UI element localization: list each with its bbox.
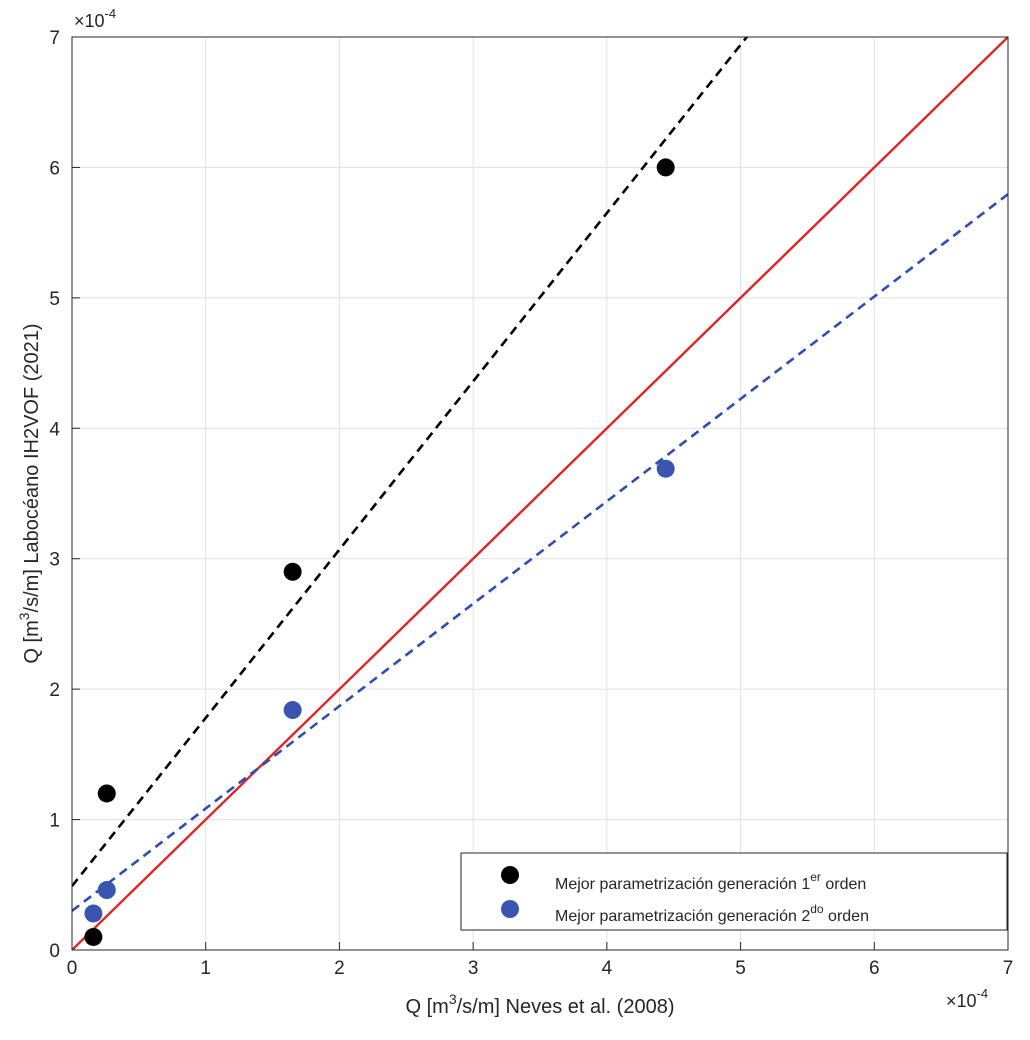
data-point-series-2 (656, 459, 675, 478)
data-point-series-2 (97, 881, 116, 900)
x-tick-label: 4 (602, 958, 613, 979)
x-tick-label: 2 (334, 958, 345, 979)
legend-label-1st-order: Mejor parametrización generación 1er ord… (555, 870, 866, 893)
data-point-series-2 (283, 701, 302, 720)
y-tick-label: 5 (49, 289, 60, 310)
legend-box (460, 852, 1008, 931)
x-axis-label: Q [m3/s/m] Neves et al. (2008) (405, 991, 674, 1018)
fit-line-series-2 (72, 193, 1008, 912)
y-axis-label: Q [m3/s/m] Labocéano IH2VOF (2021) (16, 323, 43, 663)
x-tick-label: 1 (200, 958, 211, 979)
tick-labels: 0 1 2 3 4 5 6 7 0 1 2 3 4 5 6 7 (49, 28, 1013, 979)
legend-label-2nd-order: Mejor parametrización generación 2do ord… (555, 902, 869, 925)
x-tick-label: 6 (869, 958, 880, 979)
x-tick-label: 0 (67, 958, 78, 979)
x-axis-multiplier: ×10-4 (946, 986, 988, 1011)
legend-marker-1st-order (501, 866, 519, 884)
data-point-series-1 (97, 784, 116, 803)
y-tick-label: 7 (49, 28, 60, 49)
data-point-series-1 (656, 158, 675, 177)
y-tick-label: 2 (49, 680, 60, 701)
legend: Mejor parametrización generación 1er ord… (460, 852, 1008, 931)
fit-line-series-1 (72, 37, 749, 887)
y-axis-multiplier: ×10-4 (74, 6, 116, 31)
legend-marker-2nd-order (501, 900, 519, 918)
x-tick-label: 7 (1003, 958, 1014, 979)
data-point-series-1 (84, 927, 103, 946)
y-tick-label: 6 (49, 158, 60, 179)
identity-line (72, 37, 1008, 950)
x-tick-label: 3 (468, 958, 479, 979)
y-tick-label: 4 (49, 419, 60, 440)
data-point-series-2 (84, 904, 103, 923)
data-point-series-1 (283, 562, 302, 581)
y-tick-label: 1 (49, 811, 60, 832)
fit-lines (72, 37, 1008, 950)
data-points (84, 158, 675, 946)
y-tick-label: 3 (49, 550, 60, 571)
plot-frame (71, 36, 1009, 951)
x-tick-label: 5 (735, 958, 746, 979)
y-tick-label: 0 (49, 941, 60, 962)
